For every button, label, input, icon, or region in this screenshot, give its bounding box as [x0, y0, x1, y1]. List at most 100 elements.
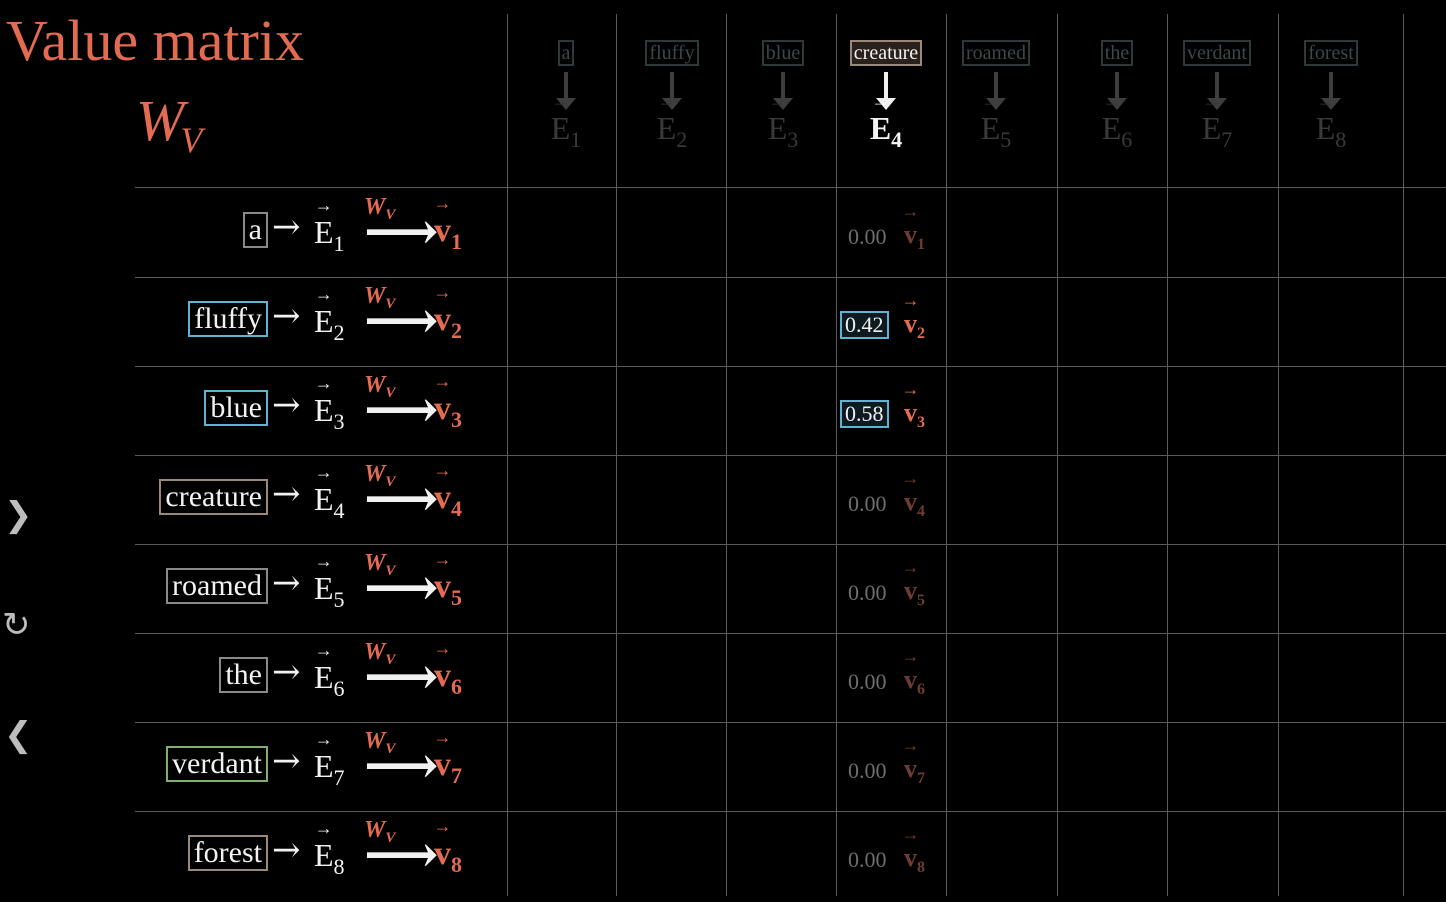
embedding-vector: E5 [941, 112, 1051, 151]
weight-value: 0.00 [848, 580, 887, 605]
previous-button[interactable]: ❮ [4, 718, 33, 752]
weight-value: 0.00 [848, 758, 887, 783]
value-matrix-label: WV [364, 728, 395, 758]
matrix-subscript: V [385, 563, 396, 579]
value-matrix-label: WV [364, 372, 395, 402]
value-index: 7 [917, 770, 925, 787]
embedding-symbol: E [551, 112, 571, 144]
grid-vertical-line [1057, 14, 1058, 896]
value-symbol: v [434, 214, 451, 248]
value-vector: v1 [434, 214, 462, 253]
row-token[interactable]: creature [159, 479, 268, 515]
arrow-shaft [670, 72, 674, 100]
embedding-vector: E4 [314, 483, 345, 522]
value-vector: v3 [434, 392, 462, 431]
weighted-value-cell: 0.58 v3 [840, 396, 948, 436]
right-arrow-icon: → [272, 385, 301, 425]
value-index: 3 [917, 414, 925, 431]
row-token[interactable]: a [242, 212, 268, 248]
value-vector: v5 [434, 570, 462, 609]
embedding-vector: E6 [314, 661, 345, 700]
column-token: forest [1304, 40, 1358, 66]
value-matrix-label: WV [364, 283, 395, 313]
column-header[interactable]: the E6 [1062, 40, 1172, 151]
matrix-symbol: W [364, 728, 386, 754]
column-token: roamed [962, 40, 1030, 66]
column-header[interactable]: verdant E7 [1162, 40, 1272, 151]
right-arrow-icon: → [272, 563, 301, 603]
long-right-arrow-icon: ⟶ [364, 735, 439, 796]
matrix-subscript: V [385, 296, 396, 312]
embedding-index: 6 [1121, 127, 1133, 152]
column-header[interactable]: blue E3 [728, 40, 838, 151]
embedding-index: 3 [787, 127, 799, 152]
grid-vertical-line [507, 14, 508, 896]
column-header[interactable]: a E1 [511, 40, 621, 151]
matrix-symbol: W [136, 88, 185, 153]
value-vector: v8 [904, 845, 925, 876]
long-right-arrow-icon: ⟶ [364, 824, 439, 885]
grid-horizontal-line [135, 187, 1446, 188]
matrix-symbol: W [364, 461, 386, 487]
value-symbol: v [904, 222, 917, 248]
value-index: 4 [917, 503, 925, 520]
value-index: 7 [451, 763, 462, 788]
value-vector: v8 [434, 837, 462, 876]
arrow-shaft [994, 72, 998, 100]
row-token[interactable]: verdant [166, 746, 268, 782]
row-token[interactable]: the [219, 657, 268, 693]
value-vector: v4 [434, 481, 462, 520]
value-matrix-label: WV [364, 194, 395, 224]
replay-button[interactable]: ↻ [2, 608, 31, 642]
weight-value: 0.00 [848, 491, 887, 516]
row-token[interactable]: fluffy [188, 301, 268, 337]
value-symbol: v [434, 837, 451, 871]
value-vector: v2 [434, 303, 462, 342]
embedding-index: 4 [891, 127, 903, 152]
row-token[interactable]: roamed [166, 568, 268, 604]
right-arrow-icon: → [272, 830, 301, 870]
column-header[interactable]: creature E4 [831, 40, 941, 151]
right-arrow-icon: → [272, 296, 301, 336]
refresh-icon: ↻ [2, 605, 31, 645]
embedding-symbol: E [314, 394, 334, 426]
embedding-symbol: E [768, 112, 788, 144]
value-index: 2 [917, 325, 925, 342]
value-index: 1 [917, 236, 925, 253]
value-symbol: v [904, 578, 917, 604]
column-header[interactable]: forest E8 [1276, 40, 1386, 151]
column-header[interactable]: fluffy E2 [617, 40, 727, 151]
embedding-symbol: E [314, 750, 334, 782]
matrix-subscript: V [385, 830, 396, 846]
weight-value: 0.58 [840, 400, 889, 428]
value-index: 4 [451, 496, 462, 521]
matrix-symbol: W [364, 372, 386, 398]
value-symbol: v [434, 303, 451, 337]
value-vector: v7 [904, 756, 925, 787]
embedding-index: 2 [676, 127, 688, 152]
embedding-index: 7 [1221, 127, 1233, 152]
matrix-subscript: V [180, 120, 203, 160]
column-header[interactable]: roamed E5 [941, 40, 1051, 151]
embedding-symbol: E [1316, 112, 1336, 144]
next-button[interactable]: ❯ [4, 498, 33, 532]
row-token[interactable]: blue [204, 390, 268, 426]
value-index: 8 [917, 859, 925, 876]
embedding-symbol: E [314, 305, 334, 337]
matrix-subscript: V [385, 207, 396, 223]
row-token[interactable]: forest [187, 835, 268, 871]
long-right-arrow-icon: ⟶ [364, 557, 439, 618]
value-symbol: v [904, 756, 917, 782]
right-arrow-icon: → [272, 207, 301, 247]
embedding-symbol: E [870, 112, 891, 144]
embedding-symbol: E [314, 216, 334, 248]
value-vector: v7 [434, 748, 462, 787]
embedding-index: 6 [333, 676, 345, 701]
value-index: 2 [451, 318, 462, 343]
long-right-arrow-icon: ⟶ [364, 379, 439, 440]
